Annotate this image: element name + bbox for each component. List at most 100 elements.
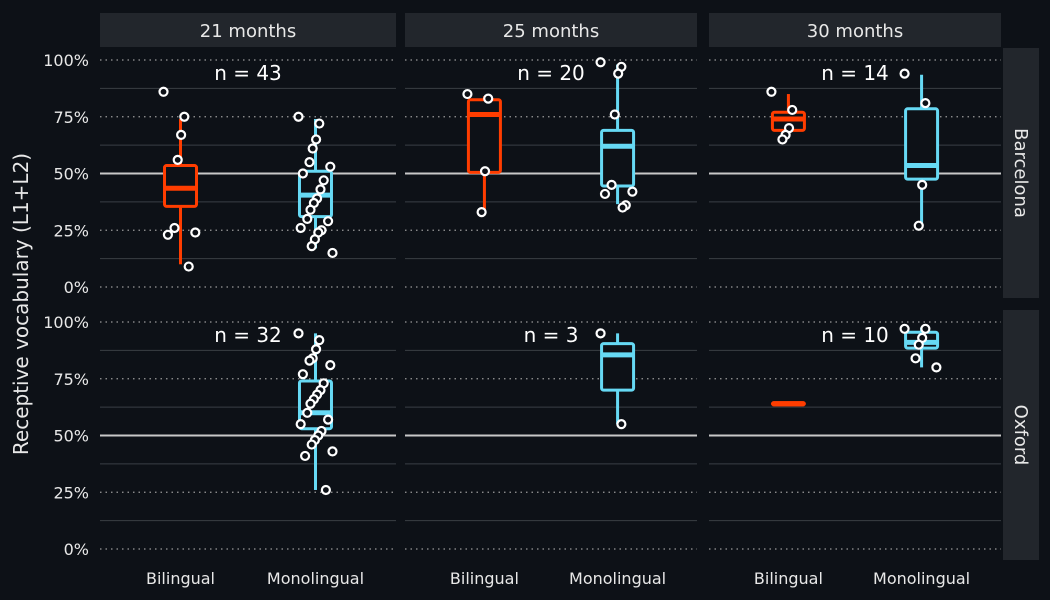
data-point	[606, 179, 617, 190]
box-body	[466, 98, 502, 174]
box-bilingual	[766, 86, 806, 145]
data-point	[462, 88, 473, 100]
data-point	[315, 184, 326, 195]
row-strip-label: Oxford	[1010, 405, 1031, 466]
y-axis-title: Receptive vocabulary (L1+L2)	[9, 153, 33, 455]
y-tick-label: 25%	[53, 483, 89, 502]
data-point	[295, 419, 306, 430]
n-label: n = 10	[821, 323, 889, 347]
data-point	[476, 206, 487, 218]
data-point	[766, 86, 777, 97]
data-point	[320, 484, 331, 496]
row-strip	[1003, 48, 1039, 298]
column-strip	[709, 13, 1001, 47]
data-point	[627, 186, 638, 197]
data-point	[176, 129, 187, 141]
x-tick-label: Bilingual	[146, 569, 215, 588]
data-point	[293, 111, 304, 122]
box-bilingual	[158, 86, 201, 272]
data-point	[295, 222, 306, 234]
data-point	[777, 134, 788, 145]
data-point	[917, 179, 928, 190]
row-strip-label: Barcelona	[1010, 128, 1031, 218]
y-tick-label: 100%	[43, 313, 89, 332]
column-strip-label: 25 months	[503, 21, 599, 42]
box-monolingual	[595, 57, 638, 213]
x-tick-label: Monolingual	[569, 569, 666, 588]
data-point	[327, 247, 338, 259]
data-point	[305, 204, 316, 215]
data-point	[595, 328, 606, 339]
n-label: n = 14	[821, 61, 889, 85]
column-strip-label: 21 months	[200, 21, 296, 42]
column-strip	[405, 13, 697, 47]
box-monolingual	[899, 323, 942, 373]
data-point	[169, 222, 180, 234]
data-point	[310, 134, 322, 145]
data-point	[327, 446, 338, 457]
data-point	[190, 227, 201, 238]
data-point	[304, 355, 315, 366]
data-point	[613, 68, 624, 79]
box-monolingual	[899, 68, 940, 231]
data-point	[304, 157, 315, 168]
x-tick-label: Monolingual	[267, 569, 364, 588]
data-point	[931, 362, 942, 373]
y-tick-label: 75%	[53, 370, 89, 389]
data-point	[617, 202, 628, 213]
data-point	[910, 353, 921, 364]
x-tick-label: Bilingual	[450, 569, 519, 588]
n-label: n = 3	[524, 323, 579, 347]
data-point	[299, 450, 311, 462]
data-point	[158, 86, 169, 97]
y-tick-label: 50%	[53, 165, 89, 184]
data-point	[305, 398, 316, 409]
data-point	[920, 98, 931, 109]
data-point	[322, 216, 334, 227]
data-point	[322, 414, 334, 425]
data-point	[179, 111, 190, 122]
data-point	[314, 118, 325, 129]
box-body	[600, 342, 636, 392]
data-point	[310, 344, 322, 355]
data-point	[899, 68, 910, 79]
box-monolingual	[293, 111, 338, 259]
data-point	[325, 360, 336, 371]
data-point	[787, 104, 798, 116]
data-point	[307, 143, 318, 154]
n-label: n = 32	[214, 323, 282, 347]
data-point	[306, 241, 317, 252]
y-tick-label: 0%	[64, 540, 89, 559]
data-point	[297, 168, 308, 179]
y-tick-label: 100%	[43, 51, 89, 70]
data-point	[595, 57, 606, 68]
box-monolingual	[293, 328, 338, 496]
data-point	[318, 175, 329, 186]
data-point	[162, 229, 174, 240]
column-strip-label: 30 months	[807, 21, 903, 42]
box-monolingual	[595, 328, 636, 430]
row-strip	[1003, 310, 1039, 560]
box-body	[600, 128, 636, 188]
data-point	[306, 439, 317, 450]
y-tick-label: 0%	[64, 278, 89, 297]
n-label: n = 43	[214, 61, 282, 85]
data-point	[293, 328, 304, 339]
x-tick-label: Monolingual	[873, 569, 970, 588]
box-bilingual	[462, 88, 502, 218]
data-point	[599, 188, 611, 200]
y-tick-label: 50%	[53, 427, 89, 446]
data-point	[913, 339, 924, 350]
data-point	[297, 369, 308, 380]
data-point	[479, 166, 491, 177]
data-point	[920, 323, 931, 334]
data-point	[616, 419, 627, 430]
y-tick-label: 25%	[53, 221, 89, 240]
column-strip	[100, 13, 396, 47]
data-point	[183, 261, 194, 272]
data-point	[172, 154, 183, 165]
n-label: n = 20	[517, 61, 585, 85]
data-point	[325, 161, 336, 172]
data-point	[899, 323, 910, 334]
